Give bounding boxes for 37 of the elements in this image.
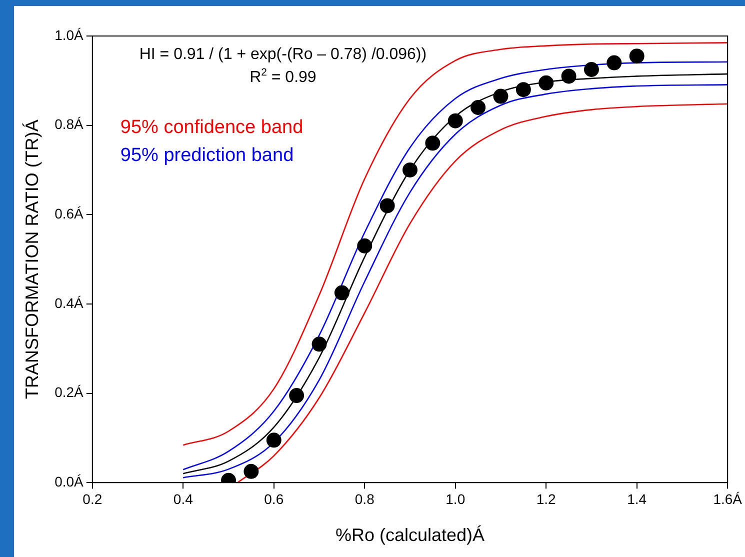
text: 95% confidence band [120,117,304,138]
point [561,68,576,84]
point [334,285,350,300]
y-tick-label: 0.6Á [54,206,84,222]
y-tick-label: 0.4Á [54,294,84,311]
point [312,336,327,352]
point [289,388,304,404]
x-axis-title: %Ro (calculated)Á [335,525,485,546]
text: 95% prediction band [120,145,294,166]
point [448,113,463,128]
point [538,75,554,90]
point [425,136,440,151]
y-tick-label: 0.8Á [54,116,84,132]
point [244,464,259,479]
point [357,238,372,254]
x-tick-label: 0.4 [173,490,194,507]
point [380,198,395,214]
x-tick-label: 1.0 [446,490,466,507]
y-tick-label: 0.0Á [54,473,84,490]
x-tick-label: 1.4 [627,490,647,507]
point [516,82,531,98]
point [629,48,644,64]
point [493,88,508,104]
point [584,62,599,77]
x-tick-label: 0.8 [354,490,375,507]
y-tick-label: 1.0Á [54,26,84,43]
point [402,162,418,178]
x-tick-label: 1.6Á [713,490,743,507]
point [606,55,622,70]
annotation: HI = 0.91 / (1 + exp(-(Ro – 0.78) /0.096)) [139,46,427,63]
y-axis-title: TRANSFORMATION RATIO (TR)Á [22,120,42,399]
y-tick-label: 0.2Á [54,384,84,400]
point [470,100,486,115]
x-tick-label: 1.2 [536,490,556,507]
x-tick-label: 0.2 [82,490,102,507]
x-tick-label: 0.6 [264,490,284,507]
point [266,432,282,448]
